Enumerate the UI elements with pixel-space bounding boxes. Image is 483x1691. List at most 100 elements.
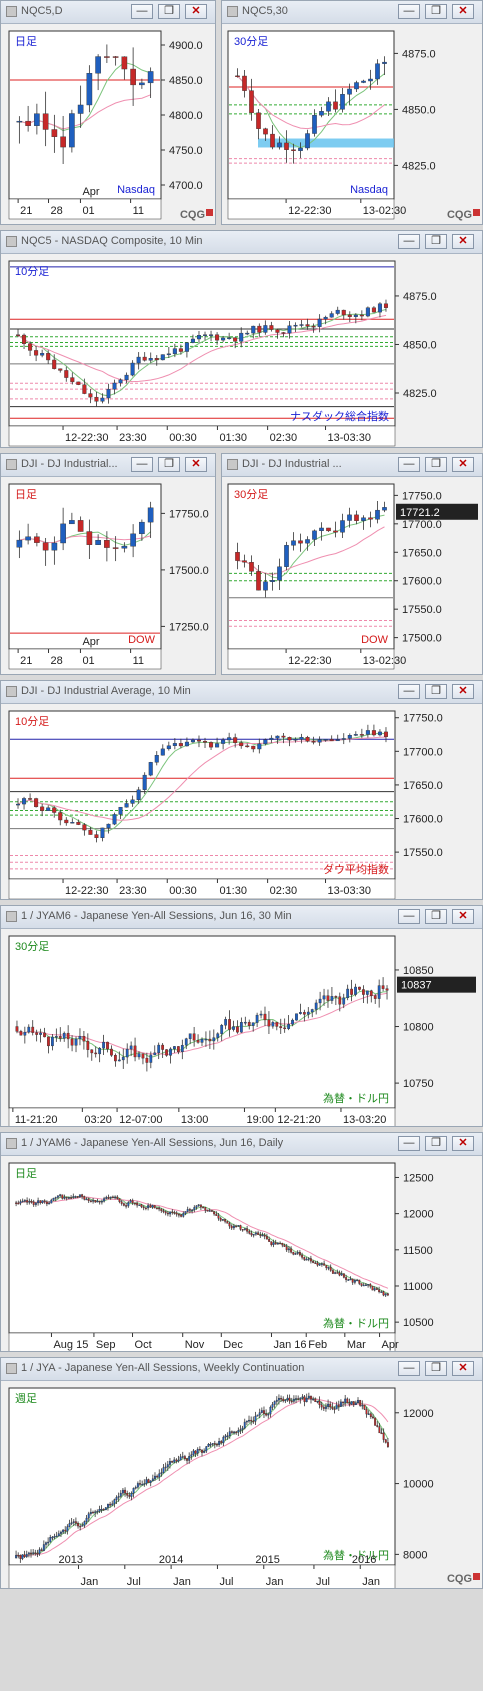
minimize-button[interactable]: — <box>131 4 153 19</box>
candle-body <box>230 1225 233 1229</box>
window-titlebar[interactable]: NQC5,D — ❐ ✕ <box>1 1 215 24</box>
candle-body <box>269 737 274 740</box>
candle-body <box>192 1450 195 1456</box>
candle-body <box>130 362 135 376</box>
candle-body <box>53 1536 56 1538</box>
candle-body <box>268 1239 271 1242</box>
close-button[interactable]: ✕ <box>185 457 207 472</box>
chart-window-2[interactable]: NQC5,30 — ❐ ✕ 4875.0 4850.0 4825.0 30分足 Nasdaq 12… <box>221 0 483 225</box>
window-titlebar[interactable]: NQC5 - NASDAQ Composite, 10 Min — ❐ ✕ <box>1 231 482 254</box>
candle-body <box>279 1242 282 1245</box>
chart-area[interactable]: 4900.0 4850.0 4800.0 4750.0 4700.0 日足 Nasdaq 21… <box>1 23 215 224</box>
window-titlebar[interactable]: DJI - DJ Industrial Average, 10 Min — ❐ ✕ <box>1 681 482 704</box>
chart-area[interactable]: 17750.0 17700.0 17650.0 17600.0 17550.0 10分足ダ… <box>1 703 482 899</box>
x-year-label: 2014 <box>159 1554 183 1566</box>
chart-window-7[interactable]: 1 / JYAM6 - Japanese Yen-All Sessions, J… <box>0 905 483 1127</box>
window-titlebar[interactable]: 1 / JYA - Japanese Yen-All Sessions, Wee… <box>1 1358 482 1381</box>
chart-window-6[interactable]: DJI - DJ Industrial Average, 10 Min — ❐ ✕ 17… <box>0 680 483 900</box>
candle-body <box>125 1048 129 1058</box>
candle-body <box>371 307 376 313</box>
y-tick-label: 4700.0 <box>169 180 203 192</box>
candle-body <box>318 998 322 1004</box>
x-tick-label: 13-03:30 <box>328 885 371 897</box>
window-titlebar[interactable]: NQC5,30 — ❐ ✕ <box>222 1 482 24</box>
window-icon <box>6 236 17 247</box>
chart-window-8[interactable]: 1 / JYAM6 - Japanese Yen-All Sessions, J… <box>0 1132 483 1352</box>
close-button[interactable]: ✕ <box>452 1136 474 1151</box>
candle-body <box>94 834 99 839</box>
candle-body <box>102 1508 105 1511</box>
x-axis-band <box>8 878 396 899</box>
close-button[interactable]: ✕ <box>452 909 474 924</box>
minimize-button[interactable]: — <box>398 4 420 19</box>
candle-body <box>184 342 189 352</box>
restore-button[interactable]: ❐ <box>425 234 447 249</box>
minimize-button[interactable]: — <box>398 1136 420 1151</box>
candle-body <box>245 1420 248 1423</box>
cqg-logo-mark <box>473 1573 480 1580</box>
restore-button[interactable]: ❐ <box>425 4 447 19</box>
close-button[interactable]: ✕ <box>452 4 474 19</box>
candle-body <box>375 63 380 80</box>
candle-body <box>67 1197 70 1199</box>
restore-button[interactable]: ❐ <box>425 909 447 924</box>
restore-button[interactable]: ❐ <box>158 457 180 472</box>
minimize-button[interactable]: — <box>131 457 153 472</box>
candle-body <box>312 530 317 540</box>
y-tick-label: 4750.0 <box>169 145 203 157</box>
y-tick-label: 17500.0 <box>169 565 209 577</box>
window-titlebar[interactable]: 1 / JYAM6 - Japanese Yen-All Sessions, J… <box>1 1133 482 1156</box>
close-button[interactable]: ✕ <box>452 234 474 249</box>
chart-area[interactable]: 17750.0 17700.0 17650.0 17600.0 17550.0 17500… <box>222 476 482 674</box>
candle-body <box>281 332 286 334</box>
window-titlebar[interactable]: DJI - DJ Industrial... — ❐ ✕ <box>1 454 215 477</box>
chart-window-4[interactable]: DJI - DJ Industrial... — ❐ ✕ 17750.0 17500.0 1… <box>0 453 216 675</box>
candle-body <box>31 1026 35 1033</box>
candle-body <box>196 1040 200 1043</box>
candle-body <box>259 1013 263 1016</box>
x-tick-label: 13-03:20 <box>343 1114 386 1126</box>
candle-body <box>381 985 385 989</box>
restore-button[interactable]: ❐ <box>425 684 447 699</box>
minimize-button[interactable]: — <box>398 234 420 249</box>
minimize-button[interactable]: — <box>398 909 420 924</box>
minimize-button[interactable]: — <box>398 457 420 472</box>
chart-window-9[interactable]: 1 / JYA - Japanese Yen-All Sessions, Wee… <box>0 1357 483 1589</box>
restore-button[interactable]: ❐ <box>158 4 180 19</box>
chart-area[interactable]: 17750.0 17500.0 17250.0 日足 DOW 21 28 01 11 Apr <box>1 476 215 674</box>
restore-button[interactable]: ❐ <box>425 457 447 472</box>
minimize-button[interactable]: — <box>398 1361 420 1376</box>
restore-icon: ❐ <box>164 5 174 17</box>
restore-button[interactable]: ❐ <box>425 1361 447 1376</box>
window-titlebar[interactable]: 1 / JYAM6 - Japanese Yen-All Sessions, J… <box>1 906 482 929</box>
chart-window-5[interactable]: DJI - DJ Industrial ... — ❐ ✕ 17750.0 17700.0… <box>221 453 483 675</box>
candle-body <box>188 1209 191 1211</box>
chart-area[interactable]: 4875.0 4850.0 4825.0 30分足 Nasdaq 12-22:30 13-0… <box>222 23 482 224</box>
candle-body <box>184 741 189 747</box>
candle-body <box>88 829 93 835</box>
chart-window-1[interactable]: NQC5,D — ❐ ✕ 4900.0 4850.0 4800.0 4750.0 4700.0 日… <box>0 0 216 225</box>
candle-body <box>46 353 51 361</box>
candle-body <box>70 1038 74 1046</box>
close-button[interactable]: ✕ <box>185 4 207 19</box>
minimize-button[interactable]: — <box>398 684 420 699</box>
close-button[interactable]: ✕ <box>452 1361 474 1376</box>
x-axis-band <box>227 198 395 220</box>
candle-body <box>124 803 129 808</box>
chart-window-3[interactable]: NQC5 - NASDAQ Composite, 10 Min — ❐ ✕ 4875.0… <box>0 230 483 448</box>
candle-body <box>369 990 373 996</box>
candle-body <box>251 745 256 750</box>
window-titlebar[interactable]: DJI - DJ Industrial ... — ❐ ✕ <box>222 454 482 477</box>
candle-body <box>70 1197 73 1199</box>
close-button[interactable]: ✕ <box>452 684 474 699</box>
close-button[interactable]: ✕ <box>452 457 474 472</box>
candle-body <box>360 1283 363 1286</box>
candle-body <box>368 517 373 520</box>
candle-body <box>359 314 364 317</box>
restore-button[interactable]: ❐ <box>425 1136 447 1151</box>
candle-body <box>104 56 110 58</box>
